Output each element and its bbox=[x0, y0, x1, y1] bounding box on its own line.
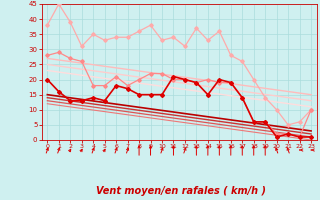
Text: Vent moyen/en rafales ( km/h ): Vent moyen/en rafales ( km/h ) bbox=[96, 186, 266, 196]
